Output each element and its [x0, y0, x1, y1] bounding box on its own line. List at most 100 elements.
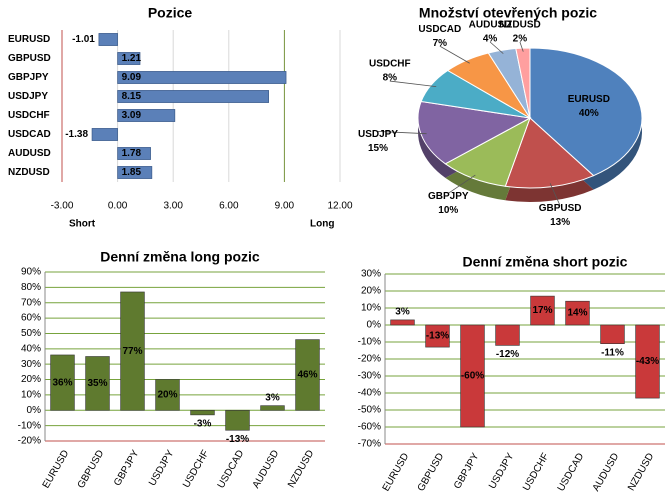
leader-line — [489, 41, 504, 54]
bar — [120, 291, 145, 411]
value-label: 3% — [265, 392, 280, 403]
y-tick-label: 10% — [361, 303, 381, 314]
y-tick-label: 0% — [27, 405, 42, 416]
value-label: 20% — [157, 390, 177, 401]
slice-category: AUDUSD — [469, 20, 512, 31]
category-label: AUDUSD — [8, 148, 51, 159]
value-label: -43% — [636, 356, 659, 367]
slice — [529, 47, 643, 177]
value-label: 17% — [532, 305, 552, 316]
y-tick-label: 80% — [21, 282, 41, 293]
slice-label: 8% — [383, 73, 398, 84]
value-label: -11% — [601, 347, 624, 358]
leader-line — [448, 174, 476, 194]
value-label: 3% — [395, 307, 410, 318]
slice-label: 10% — [438, 205, 458, 216]
x-tick-label: 3.00 — [163, 201, 183, 212]
y-tick-label: 20% — [361, 286, 381, 297]
value-label: 1.85 — [122, 167, 142, 178]
bar — [190, 409, 215, 416]
value-label: -3% — [194, 419, 212, 430]
slice-label: 4% — [483, 34, 498, 45]
y-tick-label: 20% — [21, 374, 41, 385]
y-tick-label: 10% — [21, 390, 41, 401]
y-tick-label: -60% — [358, 422, 381, 433]
value-label: 8.15 — [122, 91, 142, 102]
y-tick-label: -70% — [358, 439, 381, 450]
y-tick-label: -10% — [18, 420, 41, 431]
value-label: 36% — [52, 377, 72, 388]
bar — [50, 354, 75, 411]
value-label: 9.09 — [122, 72, 142, 83]
category-label: EURUSD — [8, 34, 50, 45]
bar — [600, 324, 625, 345]
x-tick-label: 9.00 — [275, 201, 295, 212]
x-tick-label: 6.00 — [219, 201, 239, 212]
bar — [225, 409, 250, 431]
bar — [155, 379, 180, 411]
category-label: USDCAD — [8, 129, 51, 140]
slice-category: USDCAD — [418, 24, 461, 35]
axis-annotation: Long — [310, 219, 334, 230]
y-tick-label: 70% — [21, 297, 41, 308]
y-tick-label: 90% — [21, 267, 41, 278]
y-tick-label: 0% — [367, 320, 382, 331]
y-tick-label: -10% — [358, 337, 381, 348]
slice-category: USDJPY — [358, 129, 398, 140]
category-label: GBPJPY — [8, 72, 49, 83]
x-tick-label: 0.00 — [108, 201, 128, 212]
leader-line — [389, 80, 437, 87]
y-tick-label: -20% — [358, 354, 381, 365]
bar — [565, 300, 590, 326]
bar — [85, 356, 110, 411]
slice — [515, 47, 531, 119]
bar — [495, 324, 520, 346]
slice — [444, 116, 531, 187]
category-label: GBPUSD — [8, 53, 51, 64]
slice — [417, 100, 532, 165]
y-tick-label: -20% — [18, 436, 41, 447]
chart-title: Denní změna short pozic — [463, 254, 628, 270]
y-tick-label: -40% — [358, 388, 381, 399]
bar — [98, 33, 118, 46]
bar — [295, 339, 320, 411]
axis-annotation: Short — [69, 219, 96, 230]
slice-category: NZDUSD — [499, 20, 541, 31]
value-label: 1.21 — [122, 53, 142, 64]
slice-label: 13% — [550, 217, 570, 228]
value-label: -12% — [496, 349, 519, 360]
value-label: 1.78 — [122, 148, 142, 159]
slice-label: 15% — [368, 143, 388, 154]
value-label: 35% — [87, 378, 107, 389]
leader-line — [519, 41, 524, 52]
bar — [117, 166, 153, 179]
bar — [460, 324, 485, 428]
slice-label: 40% — [579, 108, 599, 119]
y-tick-label: -50% — [358, 405, 381, 416]
chart-title: Pozice — [148, 5, 193, 21]
slice — [504, 117, 595, 189]
value-label: -60% — [461, 371, 484, 382]
category-label: USDJPY — [8, 91, 48, 102]
leader-line — [439, 45, 470, 64]
bar — [117, 147, 151, 160]
value-label: -1.38 — [65, 129, 88, 140]
bar — [425, 324, 450, 348]
y-tick-label: 60% — [21, 313, 41, 324]
chart-title: Množství otevřených pozic — [419, 5, 597, 21]
bar — [390, 319, 415, 326]
bar — [117, 52, 141, 65]
bar — [530, 295, 555, 326]
y-tick-label: 30% — [21, 359, 41, 370]
value-label: 46% — [297, 370, 317, 381]
slice-category: GBPJPY — [428, 191, 469, 202]
bar — [117, 90, 269, 103]
bar — [91, 128, 118, 141]
value-label: -13% — [226, 434, 249, 445]
bar — [117, 109, 176, 122]
slice-category: GBPUSD — [539, 203, 582, 214]
slice-label: 2% — [513, 34, 528, 45]
value-label: 3.09 — [122, 110, 142, 121]
x-tick-label: 12.00 — [327, 201, 352, 212]
